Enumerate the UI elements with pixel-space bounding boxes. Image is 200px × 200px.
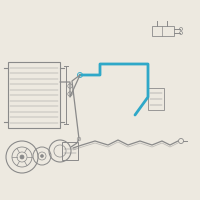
Bar	[152, 26, 174, 36]
Circle shape	[20, 155, 24, 159]
Bar	[62, 142, 78, 160]
Bar	[8, 62, 60, 128]
Circle shape	[40, 154, 44, 158]
Bar	[148, 88, 164, 110]
